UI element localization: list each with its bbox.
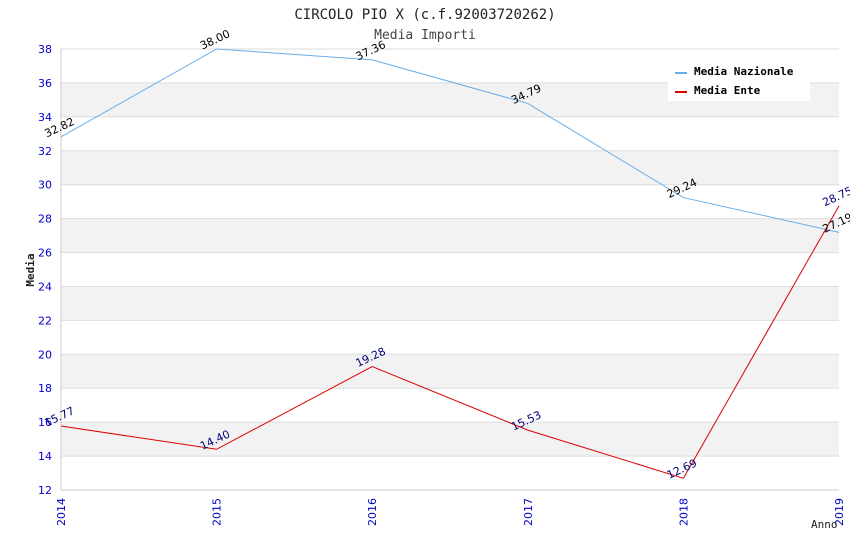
grid-band bbox=[61, 286, 839, 321]
legend-label-media-ente: Media Ente bbox=[694, 84, 761, 97]
grid-band bbox=[61, 218, 839, 253]
y-tick-label: 18 bbox=[38, 382, 52, 395]
x-tick-label: 2019 bbox=[833, 498, 846, 526]
x-tick-label: 2014 bbox=[55, 498, 68, 526]
y-tick-label: 32 bbox=[38, 145, 52, 158]
y-tick-label: 28 bbox=[38, 213, 52, 226]
y-tick-label: 36 bbox=[38, 77, 52, 90]
y-tick-label: 34 bbox=[38, 111, 52, 124]
background-bands bbox=[61, 82, 839, 457]
series-line-media-ente bbox=[60, 205, 840, 479]
y-tick-label: 14 bbox=[38, 450, 52, 463]
x-tick-label: 2016 bbox=[366, 498, 379, 526]
y-tick-label: 22 bbox=[38, 314, 52, 327]
y-tick-label: 16 bbox=[38, 416, 52, 429]
x-tick-label: 2017 bbox=[522, 498, 535, 526]
y-tick-label: 24 bbox=[38, 280, 52, 293]
x-axis-label: Anno bbox=[811, 518, 838, 531]
y-tick-label: 26 bbox=[38, 247, 52, 260]
chart-title: CIRCOLO PIO X (c.f.92003720262) bbox=[294, 7, 555, 23]
tick-labels: 12 14 16 18 20 22 24 26 28 30 32 34 36 38 2014 2015 2016… bbox=[38, 43, 846, 526]
legend-box bbox=[668, 59, 810, 101]
grid-band bbox=[61, 150, 839, 185]
x-tick-label: 2018 bbox=[677, 498, 690, 526]
x-tick-label: 2015 bbox=[211, 498, 224, 526]
legend: Media Nazionale Media Ente bbox=[668, 59, 810, 101]
y-tick-label: 30 bbox=[38, 179, 52, 192]
y-tick-label: 38 bbox=[38, 43, 52, 56]
chart-subtitle: Media Importi bbox=[374, 28, 476, 43]
grid-band bbox=[61, 422, 839, 457]
series-line-media-nazionale bbox=[60, 48, 840, 233]
y-axis-label: Media bbox=[24, 253, 37, 286]
series-lines bbox=[60, 48, 840, 479]
axes bbox=[60, 49, 839, 491]
data-label-media-ente: 28.75 bbox=[820, 184, 850, 209]
gridlines bbox=[61, 48, 839, 491]
y-tick-label: 12 bbox=[38, 484, 52, 497]
y-tick-label: 20 bbox=[38, 348, 52, 361]
grid-band bbox=[61, 354, 839, 389]
legend-label-media-nazionale: Media Nazionale bbox=[694, 65, 794, 78]
